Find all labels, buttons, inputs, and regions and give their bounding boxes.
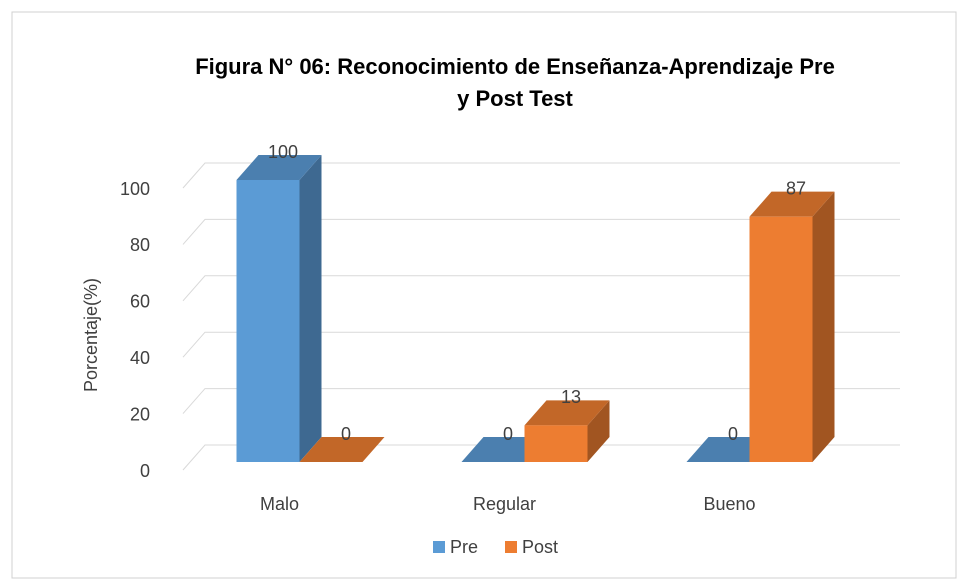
y-axis-label: Porcentaje(%) bbox=[81, 278, 101, 392]
bar-side bbox=[587, 400, 610, 462]
y-tick-label: 100 bbox=[120, 179, 150, 199]
legend-swatch bbox=[505, 541, 517, 553]
bar-3d bbox=[749, 191, 835, 462]
grid-line bbox=[182, 218, 900, 245]
y-tick-label: 60 bbox=[130, 292, 150, 312]
data-label: 13 bbox=[561, 387, 581, 407]
bar-side bbox=[299, 155, 322, 462]
bar-top bbox=[299, 437, 385, 462]
x-tick-label: Regular bbox=[473, 494, 536, 514]
y-tick-label: 40 bbox=[130, 348, 150, 368]
chart-title-line-1: Figura N° 06: Reconocimiento de Enseñanz… bbox=[195, 54, 835, 79]
data-label: 100 bbox=[268, 142, 298, 162]
grid-line bbox=[182, 331, 900, 358]
data-label: 0 bbox=[728, 424, 738, 444]
data-label: 0 bbox=[503, 424, 513, 444]
legend-swatch bbox=[433, 541, 445, 553]
grid-line bbox=[182, 275, 900, 302]
grid-line bbox=[182, 162, 900, 189]
data-label: 0 bbox=[341, 424, 351, 444]
grid-line bbox=[182, 388, 900, 414]
bar bbox=[749, 216, 813, 462]
data-label: 87 bbox=[786, 178, 806, 198]
y-tick-label: 80 bbox=[130, 235, 150, 255]
bar-top bbox=[236, 155, 322, 180]
bar bbox=[524, 425, 588, 462]
y-tick-label: 20 bbox=[130, 404, 150, 424]
x-tick-label: Bueno bbox=[703, 494, 755, 514]
bar bbox=[236, 180, 300, 462]
bar-3d bbox=[236, 155, 322, 462]
bar-side bbox=[812, 191, 835, 462]
grid-line bbox=[182, 444, 900, 471]
bar-3d bbox=[299, 437, 385, 462]
x-tick-label: Malo bbox=[260, 494, 299, 514]
y-tick-label: 0 bbox=[140, 461, 150, 481]
legend-label: Pre bbox=[450, 537, 478, 557]
bar-top bbox=[524, 400, 610, 426]
bar-top bbox=[749, 191, 835, 217]
legend-label: Post bbox=[522, 537, 558, 557]
bar-3d bbox=[524, 400, 610, 462]
chart-title-line-2: y Post Test bbox=[457, 86, 573, 111]
